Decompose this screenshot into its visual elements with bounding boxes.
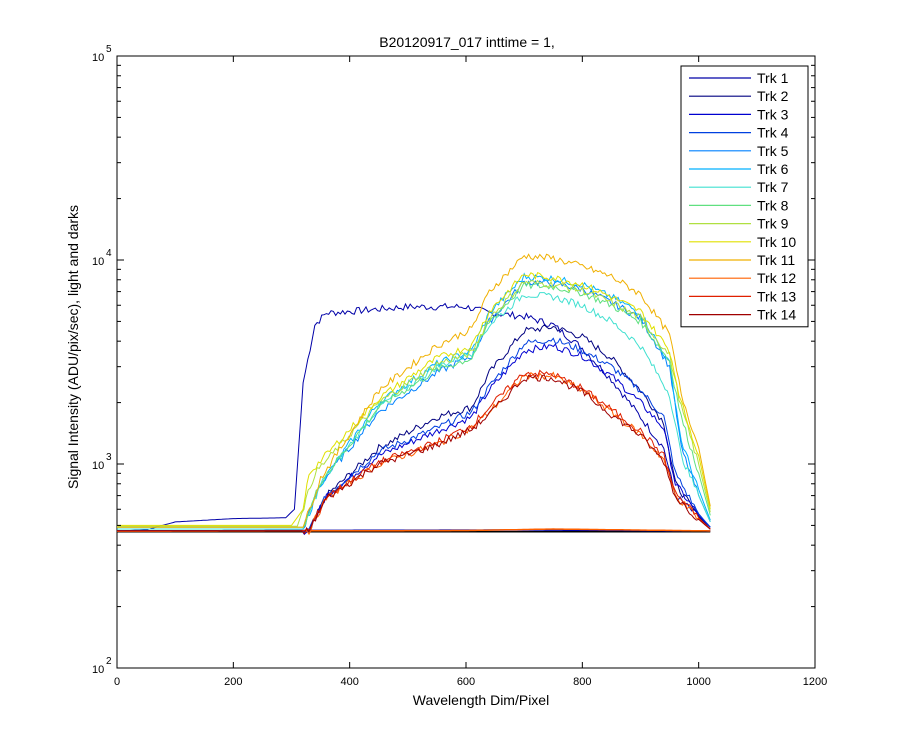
x-tick-label: 600 <box>457 676 475 688</box>
legend-label: Trk 7 <box>757 179 789 195</box>
legend-label: Trk 4 <box>757 125 789 141</box>
x-tick-label: 800 <box>573 676 591 688</box>
y-tick-label: 10 <box>92 664 104 676</box>
series-line-trk-1 <box>116 302 711 532</box>
legend-label: Trk 1 <box>757 70 789 86</box>
legend-box <box>680 65 809 328</box>
legend-label: Trk 8 <box>757 197 789 213</box>
legend-label: Trk 13 <box>757 288 796 304</box>
legend-label: Trk 5 <box>757 143 789 159</box>
legend-label: Trk 6 <box>757 161 789 177</box>
series-line-trk-11 <box>117 253 711 528</box>
y-tick-exponent: 2 <box>106 656 112 667</box>
legend-label: Trk 3 <box>757 106 789 122</box>
x-axis-label: Wavelength Dim/Pixel <box>413 692 549 708</box>
series-lines <box>116 253 711 536</box>
x-tick-label: 0 <box>114 676 120 688</box>
legend-label: Trk 10 <box>757 234 796 250</box>
y-tick-exponent: 4 <box>106 248 112 259</box>
series-line-trk-7 <box>117 292 711 530</box>
y-tick-exponent: 5 <box>106 44 112 55</box>
legend-label: Trk 2 <box>757 88 789 104</box>
x-tick-label: 1000 <box>686 676 710 688</box>
legend-label: Trk 14 <box>757 307 796 323</box>
series-line-trk-9 <box>117 279 711 527</box>
series-line-trk-14 <box>117 374 711 535</box>
x-axis: 0 200 400 600 800 1000 1200 <box>114 56 827 688</box>
chart-title: B20120917_017 inttime = 1, <box>379 34 555 50</box>
legend-label: Trk 11 <box>757 252 795 268</box>
legend: Trk 1 Trk 2 Trk 3 Trk 4 Trk 5 Trk 6 Trk 7 Trk 8… <box>680 65 809 328</box>
y-tick-exponent: 3 <box>106 452 112 463</box>
x-tick-label: 400 <box>340 676 358 688</box>
x-tick-label: 1200 <box>803 676 827 688</box>
legend-label: Trk 9 <box>757 216 789 232</box>
legend-label: Trk 12 <box>757 270 796 286</box>
y-tick-label: 10 <box>92 256 104 268</box>
series-line-trk-10 <box>117 272 711 526</box>
y-tick-label: 10 <box>92 52 104 64</box>
y-axis-label: Signal Intensity (ADU/pix/sec), light an… <box>65 205 81 489</box>
y-tick-label: 10 <box>92 460 104 472</box>
x-tick-label: 200 <box>224 676 242 688</box>
